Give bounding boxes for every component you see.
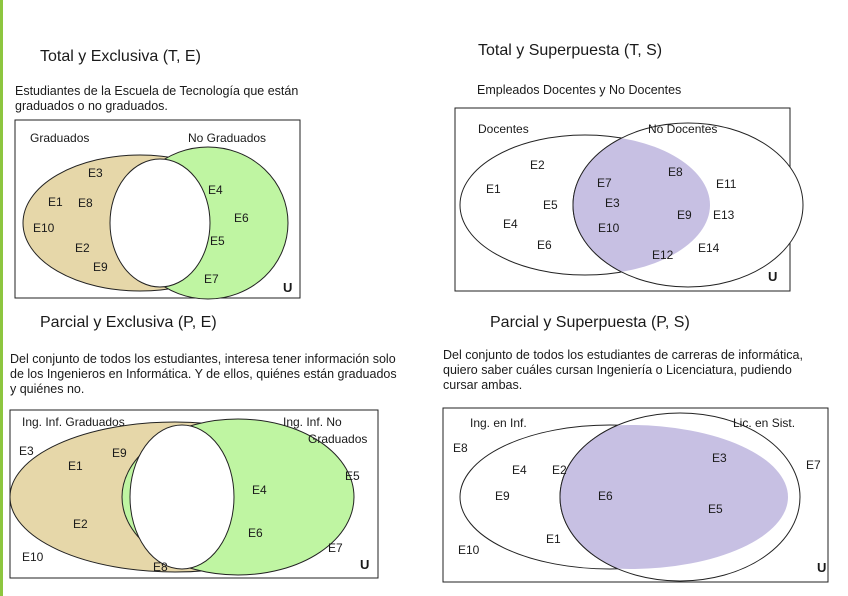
diagram-2-description: Empleados Docentes y No Docentes xyxy=(477,83,682,97)
diagram-1-title: Total y Exclusiva (T, E) xyxy=(40,48,201,65)
diagram-3: Ing. Inf. Graduados Ing. Inf. No Graduad… xyxy=(9,409,379,579)
diagram-4-left-label: Ing. en Inf. xyxy=(470,416,527,430)
element: E11 xyxy=(716,177,737,191)
element: E7 xyxy=(806,458,821,472)
element: E10 xyxy=(598,221,620,235)
diagram-2-universe-label: U xyxy=(768,269,777,284)
element: E1 xyxy=(68,459,83,473)
diagram-3-left-label: Ing. Inf. Graduados xyxy=(22,415,125,429)
diagram-3-right-label-line1: Ing. Inf. No xyxy=(283,415,342,429)
diagram-2-intersection xyxy=(572,135,710,275)
diagram-4-universe-label: U xyxy=(817,560,826,575)
diagram-2-left-label: Docentes xyxy=(478,122,529,136)
diagram-2: Docentes No Docentes E2 E1 E5 E4 E6 E7 E… xyxy=(454,107,804,292)
element: E8 xyxy=(153,560,168,574)
element: E10 xyxy=(33,221,55,235)
element: E5 xyxy=(708,502,723,516)
element: E14 xyxy=(698,241,720,255)
element: E4 xyxy=(208,183,223,197)
element: E8 xyxy=(668,165,683,179)
diagram-3-gap xyxy=(129,424,235,570)
diagram-1-right-label: No Graduados xyxy=(188,131,266,145)
diagram-4-description: Del conjunto de todos los estudiantes de… xyxy=(443,348,803,392)
diagram-3-title: Parcial y Exclusiva (P, E) xyxy=(40,314,217,331)
element: E5 xyxy=(543,198,558,212)
diagram-4-intersection xyxy=(559,425,788,569)
element: E2 xyxy=(75,241,90,255)
element: E9 xyxy=(93,260,108,274)
accent-bar xyxy=(0,0,3,596)
element: E3 xyxy=(19,444,34,458)
element: E9 xyxy=(495,489,510,503)
diagram-4-right-label: Lic. en Sist. xyxy=(733,416,795,430)
diagram-1-left-label: Graduados xyxy=(30,131,89,145)
element: E13 xyxy=(713,208,735,222)
element: E1 xyxy=(486,182,501,196)
element: E7 xyxy=(204,272,219,286)
diagram-3-right-label-line2: Graduados xyxy=(308,432,367,446)
diagram-4-title: Parcial y Superpuesta (P, S) xyxy=(490,314,690,331)
diagram-1: Graduados No Graduados E3 E1 E8 E10 E2 E… xyxy=(14,119,301,300)
element: E4 xyxy=(252,483,267,497)
diagram-3-universe-label: U xyxy=(360,557,369,572)
element: E10 xyxy=(458,543,480,557)
element: E2 xyxy=(552,463,567,477)
diagram-2-title: Total y Superpuesta (T, S) xyxy=(478,42,663,59)
diagram-1-description: Estudiantes de la Escuela de Tecnología … xyxy=(15,84,299,113)
element: E4 xyxy=(512,463,527,477)
element: E6 xyxy=(248,526,263,540)
element: E3 xyxy=(88,166,103,180)
element: E12 xyxy=(652,248,674,262)
element: E6 xyxy=(537,238,552,252)
element: E3 xyxy=(605,196,620,210)
element: E7 xyxy=(597,176,612,190)
element: E5 xyxy=(345,469,360,483)
element: E8 xyxy=(453,441,468,455)
element: E2 xyxy=(530,158,545,172)
diagram-1-universe-label: U xyxy=(283,280,292,295)
diagram-3-description: Del conjunto de todos los estudiantes, i… xyxy=(10,352,397,396)
diagram-4: Ing. en Inf. Lic. en Sist. E8 E4 E2 E9 E… xyxy=(442,407,829,583)
element: E7 xyxy=(328,541,343,555)
element: E9 xyxy=(677,208,692,222)
element: E10 xyxy=(22,550,44,564)
element: E4 xyxy=(503,217,518,231)
element: E6 xyxy=(234,211,249,225)
element: E5 xyxy=(210,234,225,248)
element: E1 xyxy=(48,195,63,209)
element: E2 xyxy=(73,517,88,531)
element: E6 xyxy=(598,489,613,503)
diagram-1-gap xyxy=(109,158,211,288)
diagram-2-right-label: No Docentes xyxy=(648,122,717,136)
element: E3 xyxy=(712,451,727,465)
element: E9 xyxy=(112,446,127,460)
element: E8 xyxy=(78,196,93,210)
element: E1 xyxy=(546,532,561,546)
